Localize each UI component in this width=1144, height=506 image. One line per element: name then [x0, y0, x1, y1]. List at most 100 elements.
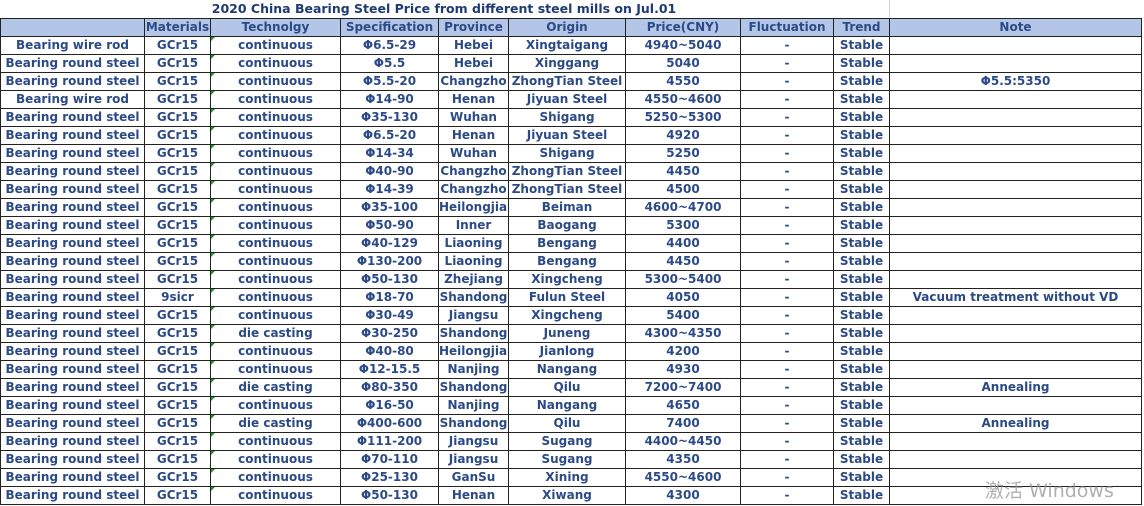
cell-trend[interactable]: Stable: [833, 126, 890, 145]
cell-note[interactable]: [889, 144, 1142, 163]
cell-origin[interactable]: Fulun Steel: [508, 288, 626, 307]
cell-technology[interactable]: continuous: [210, 270, 341, 289]
cell-trend[interactable]: Stable: [833, 486, 890, 505]
cell-note[interactable]: Annealing: [889, 378, 1142, 397]
cell-province[interactable]: Jiangsu: [438, 450, 509, 469]
cell-specification[interactable]: Φ35-100: [340, 198, 439, 217]
cell-origin[interactable]: Bengang: [508, 234, 626, 253]
cell-product[interactable]: Bearing round steel: [0, 306, 145, 325]
cell-specification[interactable]: Φ400-600: [340, 414, 439, 433]
cell-trend[interactable]: Stable: [833, 342, 890, 361]
cell-fluctuation[interactable]: -: [740, 414, 834, 433]
cell-material[interactable]: GCr15: [144, 72, 211, 91]
cell-note[interactable]: [889, 36, 1142, 55]
cell-note[interactable]: Annealing: [889, 414, 1142, 433]
cell-origin[interactable]: ZhongTian Steel: [508, 72, 626, 91]
cell-trend[interactable]: Stable: [833, 36, 890, 55]
cell-specification[interactable]: Φ14-39: [340, 180, 439, 199]
cell-note[interactable]: [889, 252, 1142, 271]
cell-product[interactable]: Bearing round steel: [0, 252, 145, 271]
header-material[interactable]: Materials: [144, 18, 211, 37]
cell-price[interactable]: 4200: [625, 342, 741, 361]
cell-material[interactable]: GCr15: [144, 414, 211, 433]
cell-trend[interactable]: Stable: [833, 306, 890, 325]
cell-note[interactable]: [889, 360, 1142, 379]
cell-material[interactable]: GCr15: [144, 378, 211, 397]
cell-technology[interactable]: continuous: [210, 216, 341, 235]
cell-technology[interactable]: continuous: [210, 468, 341, 487]
cell-fluctuation[interactable]: -: [740, 180, 834, 199]
cell-origin[interactable]: ZhongTian Steel: [508, 180, 626, 199]
cell-technology[interactable]: continuous: [210, 396, 341, 415]
cell-price[interactable]: 4300: [625, 486, 741, 505]
cell-specification[interactable]: Φ111-200: [340, 432, 439, 451]
cell-origin[interactable]: Qilu: [508, 378, 626, 397]
cell-material[interactable]: GCr15: [144, 306, 211, 325]
cell-technology[interactable]: continuous: [210, 162, 341, 181]
header-origin[interactable]: Origin: [508, 18, 626, 37]
cell-note[interactable]: [889, 396, 1142, 415]
cell-product[interactable]: Bearing round steel: [0, 360, 145, 379]
cell-fluctuation[interactable]: -: [740, 468, 834, 487]
cell-trend[interactable]: Stable: [833, 234, 890, 253]
cell-fluctuation[interactable]: -: [740, 144, 834, 163]
cell-price[interactable]: 4550~4600: [625, 90, 741, 109]
cell-province[interactable]: Henan: [438, 90, 509, 109]
cell-province[interactable]: Inner: [438, 216, 509, 235]
cell-material[interactable]: GCr15: [144, 396, 211, 415]
cell-material[interactable]: GCr15: [144, 144, 211, 163]
cell-technology[interactable]: continuous: [210, 252, 341, 271]
cell-technology[interactable]: continuous: [210, 234, 341, 253]
cell-fluctuation[interactable]: -: [740, 360, 834, 379]
cell-origin[interactable]: Xingcheng: [508, 270, 626, 289]
cell-trend[interactable]: Stable: [833, 90, 890, 109]
cell-specification[interactable]: Φ50-130: [340, 486, 439, 505]
cell-price[interactable]: 4500: [625, 180, 741, 199]
cell-price[interactable]: 5400: [625, 306, 741, 325]
cell-specification[interactable]: Φ50-90: [340, 216, 439, 235]
cell-trend[interactable]: Stable: [833, 162, 890, 181]
cell-note[interactable]: [889, 54, 1142, 73]
cell-price[interactable]: 4650: [625, 396, 741, 415]
header-price[interactable]: Price(CNY): [625, 18, 741, 37]
cell-material[interactable]: GCr15: [144, 198, 211, 217]
cell-trend[interactable]: Stable: [833, 396, 890, 415]
cell-note[interactable]: [889, 162, 1142, 181]
cell-origin[interactable]: Qilu: [508, 414, 626, 433]
cell-province[interactable]: Liaoning: [438, 234, 509, 253]
cell-fluctuation[interactable]: -: [740, 324, 834, 343]
cell-specification[interactable]: Φ40-90: [340, 162, 439, 181]
cell-material[interactable]: GCr15: [144, 126, 211, 145]
cell-origin[interactable]: Shigang: [508, 108, 626, 127]
cell-fluctuation[interactable]: -: [740, 432, 834, 451]
cell-price[interactable]: 5300~5400: [625, 270, 741, 289]
cell-material[interactable]: GCr15: [144, 324, 211, 343]
cell-specification[interactable]: Φ25-130: [340, 468, 439, 487]
cell-technology[interactable]: continuous: [210, 360, 341, 379]
cell-technology[interactable]: continuous: [210, 54, 341, 73]
cell-technology[interactable]: continuous: [210, 450, 341, 469]
cell-specification[interactable]: Φ70-110: [340, 450, 439, 469]
cell-price[interactable]: 4400~4450: [625, 432, 741, 451]
cell-province[interactable]: Wuhan: [438, 144, 509, 163]
cell-origin[interactable]: Jiyuan Steel: [508, 126, 626, 145]
cell-specification[interactable]: Φ5.5-20: [340, 72, 439, 91]
cell-note[interactable]: [889, 216, 1142, 235]
cell-trend[interactable]: Stable: [833, 288, 890, 307]
cell-material[interactable]: GCr15: [144, 36, 211, 55]
cell-specification[interactable]: Φ50-130: [340, 270, 439, 289]
cell-origin[interactable]: Sugang: [508, 432, 626, 451]
cell-province[interactable]: Changzho: [438, 180, 509, 199]
cell-specification[interactable]: Φ35-130: [340, 108, 439, 127]
cell-product[interactable]: Bearing round steel: [0, 432, 145, 451]
cell-province[interactable]: Nanjing: [438, 360, 509, 379]
cell-product[interactable]: Bearing round steel: [0, 396, 145, 415]
cell-material[interactable]: GCr15: [144, 360, 211, 379]
cell-product[interactable]: Bearing round steel: [0, 108, 145, 127]
cell-province[interactable]: Zhejiang: [438, 270, 509, 289]
cell-specification[interactable]: Φ30-250: [340, 324, 439, 343]
cell-technology[interactable]: die casting: [210, 324, 341, 343]
cell-technology[interactable]: continuous: [210, 288, 341, 307]
cell-origin[interactable]: Xining: [508, 468, 626, 487]
cell-material[interactable]: GCr15: [144, 108, 211, 127]
